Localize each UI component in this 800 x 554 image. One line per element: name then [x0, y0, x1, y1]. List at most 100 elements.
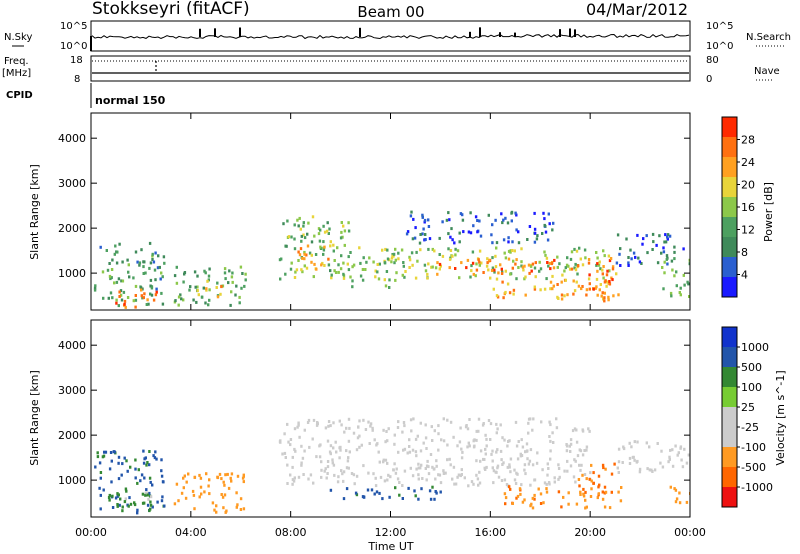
range-gate-cell	[521, 500, 525, 504]
range-gate-cell	[549, 287, 552, 291]
range-gate-cell	[491, 449, 494, 453]
range-gate-cell	[368, 256, 371, 260]
range-gate-cell	[596, 293, 599, 297]
range-gate-cell	[422, 227, 425, 231]
range-gate-cell	[679, 446, 682, 450]
range-gate-cell	[544, 230, 548, 234]
range-gate-cell	[289, 438, 293, 441]
range-gate-cell	[332, 446, 335, 450]
range-gate-cell	[295, 268, 299, 272]
range-gate-cell	[424, 238, 427, 241]
range-gate-cell	[603, 296, 606, 300]
range-gate-cell	[442, 472, 446, 475]
range-gate-cell	[520, 454, 524, 457]
range-gate-cell	[297, 421, 300, 425]
range-gate-cell	[362, 495, 366, 499]
range-gate-cell	[175, 265, 178, 269]
range-gate-cell	[533, 285, 536, 289]
range-gate-cell	[601, 268, 604, 272]
range-gate-cell	[294, 270, 297, 274]
range-gate-cell	[590, 463, 593, 467]
range-gate-cell	[223, 271, 227, 275]
range-gate-cell	[489, 422, 493, 426]
range-gate-cell	[314, 253, 318, 256]
range-gate-cell	[648, 468, 651, 472]
range-gate-cell	[472, 272, 475, 276]
range-gate-cell	[134, 476, 137, 480]
range-gate-cell	[436, 261, 439, 265]
range-gate-cell	[485, 264, 489, 268]
range-gate-cell	[137, 468, 140, 472]
range-gate-cell	[468, 418, 471, 421]
range-gate-cell	[347, 255, 350, 259]
range-gate-cell	[144, 493, 147, 497]
range-gate-cell	[134, 284, 138, 288]
range-gate-cell	[556, 295, 559, 299]
range-gate-cell	[496, 464, 500, 468]
range-gate-cell	[501, 280, 504, 284]
range-gate-cell	[508, 291, 512, 295]
range-gate-cell	[385, 270, 389, 273]
range-gate-cell	[303, 449, 306, 453]
range-gate-cell	[607, 298, 610, 302]
range-gate-cell	[153, 456, 157, 460]
range-gate-cell	[241, 272, 244, 275]
range-gate-cell	[511, 249, 514, 252]
range-gate-cell	[446, 418, 449, 422]
range-gate-cell	[636, 459, 639, 463]
nsky-spikes	[90, 27, 576, 51]
range-gate-cell	[216, 476, 220, 480]
range-gate-cell	[134, 298, 138, 302]
nsky-label: N.Sky	[4, 32, 32, 43]
range-gate-cell	[99, 476, 102, 480]
range-gate-cell	[551, 228, 554, 232]
range-gate-cell	[320, 263, 323, 267]
range-gate-cell	[662, 246, 665, 250]
range-gate-cell	[415, 467, 418, 471]
range-gate-cell	[207, 274, 211, 278]
range-gate-cell	[146, 298, 149, 302]
range-gate-cell	[513, 478, 517, 482]
range-gate-cell	[93, 288, 97, 292]
range-gate-cell	[148, 509, 151, 513]
range-gate-cell	[99, 471, 103, 474]
range-gate-cell	[296, 425, 299, 429]
range-gate-cell	[403, 275, 406, 279]
range-gate-cell	[687, 282, 690, 286]
range-gate-cell	[148, 241, 152, 245]
range-gate-cell	[592, 287, 595, 291]
range-gate-cell	[140, 248, 143, 252]
range-gate-cell	[343, 430, 346, 434]
range-gate-cell	[360, 443, 363, 447]
range-gate-cell	[533, 227, 537, 231]
range-gate-cell	[105, 249, 108, 252]
range-gate-cell	[528, 459, 532, 463]
range-gate-cell	[150, 293, 154, 297]
range-gate-cell	[327, 420, 331, 423]
range-gate-cell	[300, 268, 303, 272]
range-gate-cell	[516, 457, 520, 461]
range-gate-cell	[332, 463, 336, 467]
range-gate-cell	[99, 507, 102, 511]
range-gate-cell	[359, 274, 363, 278]
range-gate-cell	[113, 450, 116, 454]
range-gate-cell	[411, 448, 415, 452]
range-gate-cell	[543, 250, 546, 254]
range-gate-cell	[152, 298, 156, 302]
range-gate-cell	[394, 486, 397, 490]
range-gate-cell	[560, 297, 564, 301]
range-gate-cell	[326, 221, 329, 225]
range-gate-cell	[533, 231, 537, 235]
range-gate-cell	[640, 262, 643, 265]
range-gate-cell	[375, 443, 378, 447]
colorbar-swatch	[722, 197, 737, 217]
range-gate-cell	[675, 497, 679, 501]
range-gate-cell	[102, 454, 106, 458]
colorbar-swatch	[722, 327, 737, 347]
range-gate-cell	[362, 418, 365, 422]
range-gate-cell	[412, 217, 415, 221]
range-gate-cell	[188, 288, 191, 292]
range-gate-cell	[557, 477, 560, 481]
range-gate-cell	[563, 269, 566, 273]
x-tick-label: 16:00	[474, 526, 506, 539]
